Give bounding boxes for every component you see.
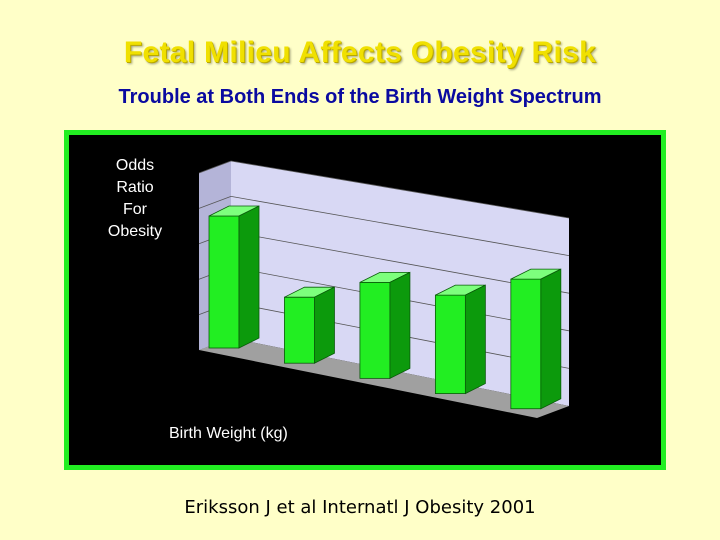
bar-side (238, 205, 260, 349)
y-axis-label: Odds Ratio For Obesity (107, 157, 163, 240)
gridline-side (198, 196, 232, 209)
bar (510, 268, 562, 410)
bar-side (464, 284, 486, 395)
bar-chart-3d (198, 160, 570, 418)
bar-side (389, 271, 411, 380)
gridline-side (198, 160, 232, 174)
bar (208, 205, 260, 349)
bar-side (314, 286, 335, 364)
slide-title: Fetal Milieu Affects Obesity Risk (123, 36, 597, 69)
bar (284, 286, 335, 364)
bar-front (208, 215, 240, 349)
bar (359, 271, 411, 380)
gridline (230, 160, 570, 219)
gridline (230, 196, 570, 256)
bar-front (510, 278, 542, 410)
x-axis-label: Birth Weight (kg) (169, 425, 288, 442)
bar-front (359, 281, 391, 379)
bar-front (434, 294, 466, 394)
bar (434, 284, 486, 395)
bar-front (284, 296, 315, 364)
slide-subtitle: Trouble at Both Ends of the Birth Weight… (118, 86, 602, 108)
chart-bars (208, 205, 562, 410)
chart-frame: Odds Ratio For Obesity Birth Weight (kg) (64, 130, 666, 470)
bar-side (540, 268, 562, 410)
citation: Eriksson J et al Internatl J Obesity 200… (184, 497, 536, 518)
